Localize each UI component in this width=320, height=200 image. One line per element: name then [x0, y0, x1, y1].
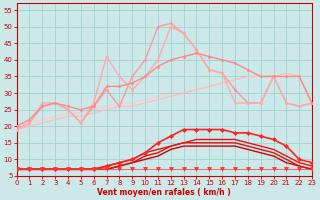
X-axis label: Vent moyen/en rafales ( km/h ): Vent moyen/en rafales ( km/h ) — [98, 188, 231, 197]
